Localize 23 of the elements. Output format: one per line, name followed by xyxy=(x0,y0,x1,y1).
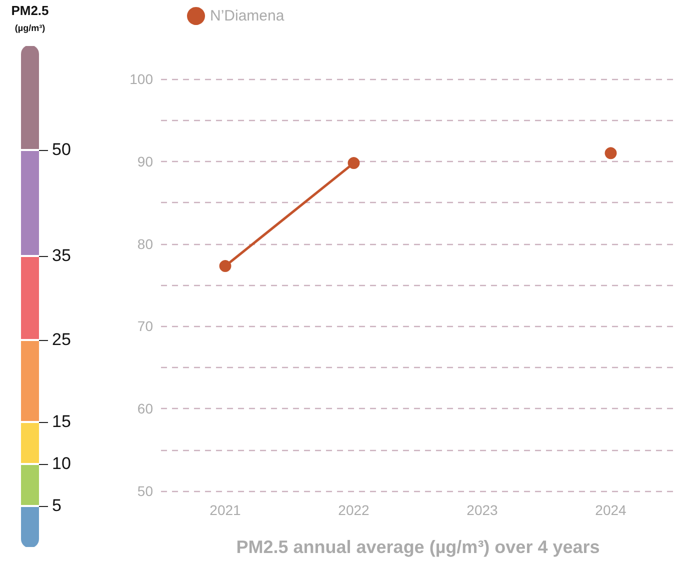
text: PM2.5 xyxy=(10,3,50,18)
legend-label: N’Diamena xyxy=(210,8,285,24)
x-tick-label: 2023 xyxy=(466,502,498,518)
point xyxy=(348,157,360,170)
text: 10 xyxy=(52,454,71,474)
text: 15 xyxy=(52,412,71,432)
y-tick-label: 100 xyxy=(130,71,154,87)
y-tick-label: 50 xyxy=(137,483,154,499)
text: (µg/m³) xyxy=(14,23,46,33)
x-tick-label: 2022 xyxy=(338,502,370,518)
point xyxy=(219,260,232,272)
text: 25 xyxy=(52,330,71,350)
y-tick-label: 80 xyxy=(137,236,154,252)
x-tick-label: 2021 xyxy=(210,502,242,518)
x-axis-title: PM2.5 annual average (µg/m³) over 4 years xyxy=(236,537,600,557)
y-tick-label: 90 xyxy=(137,153,154,170)
text: 35 xyxy=(52,246,71,266)
y-tick-label: 70 xyxy=(137,318,154,334)
x-tick-label: 2024 xyxy=(595,502,627,518)
text: 50 xyxy=(52,140,71,160)
text: 5 xyxy=(52,496,62,516)
y-tick-label: 60 xyxy=(137,400,154,417)
point xyxy=(604,147,617,160)
